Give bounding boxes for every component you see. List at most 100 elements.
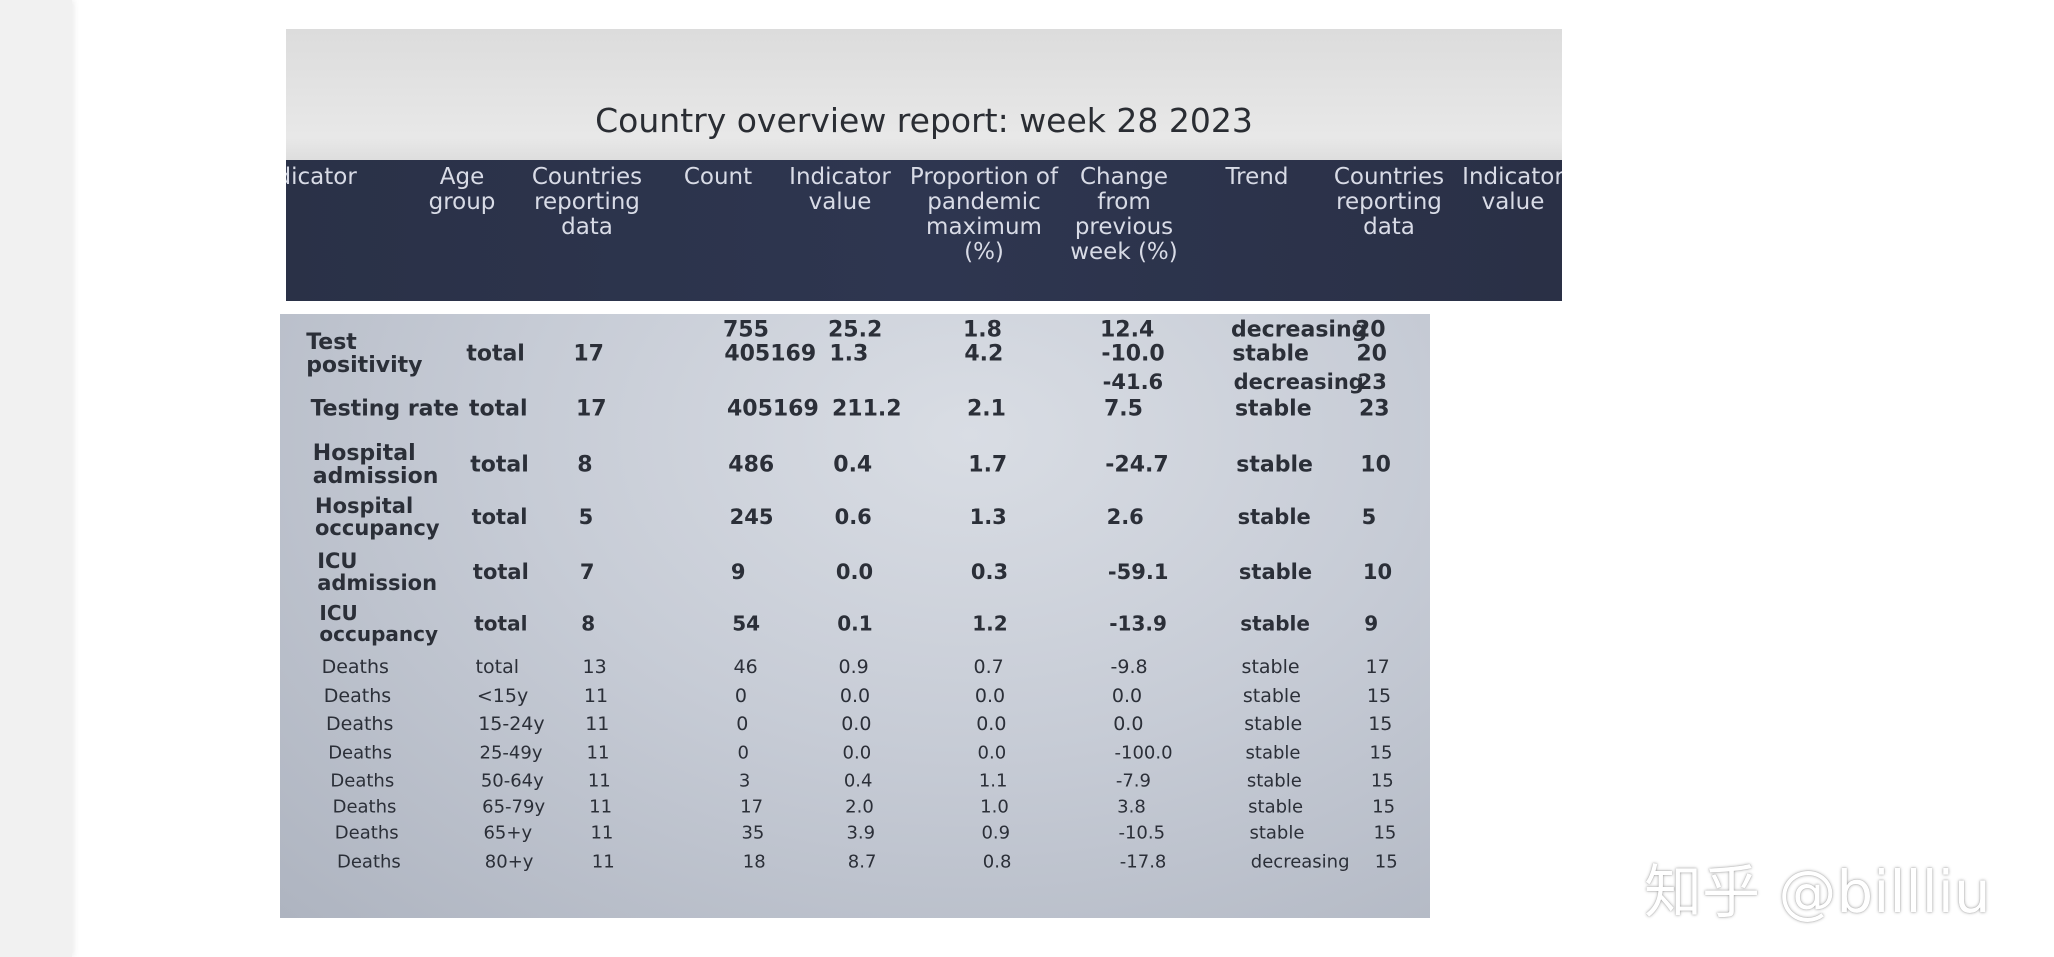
- table-cell: stable: [1244, 713, 1303, 736]
- table-cell: 15: [1369, 742, 1393, 764]
- table-cell: decreasing: [1231, 317, 1368, 343]
- table-cell: stable: [1249, 822, 1305, 844]
- table-cell: 17: [740, 796, 764, 818]
- row-label: Hospital occupancy: [315, 493, 440, 540]
- table-cell: 23: [1357, 369, 1387, 394]
- table-cell: stable: [1240, 611, 1310, 636]
- table-cell: 17: [1365, 656, 1390, 679]
- table-cell: 2.1: [966, 396, 1006, 422]
- table-cell: stable: [1238, 559, 1313, 584]
- row-label: ICU admission: [317, 548, 438, 595]
- table-cell: -59.1: [1107, 559, 1169, 584]
- table-cell: 0: [734, 685, 747, 708]
- table-cell: 0.0: [976, 713, 1007, 736]
- table-cell: 1.3: [969, 504, 1007, 529]
- table-cell: -10.0: [1101, 341, 1165, 367]
- table-cell: 15: [1370, 770, 1394, 792]
- table-cell: 0.0: [974, 685, 1006, 708]
- table-cell: 15: [1374, 851, 1398, 873]
- table-cell: 11: [583, 685, 609, 708]
- table-cell: total: [468, 396, 528, 422]
- table-cell: 245: [729, 504, 774, 529]
- row-label: Deaths: [328, 742, 392, 764]
- row-label: Deaths: [323, 685, 392, 708]
- table-cell: 11: [589, 796, 613, 818]
- table-cell: 15: [1366, 685, 1392, 708]
- table-cell: decreasing: [1233, 369, 1364, 394]
- row-label: Deaths: [326, 713, 394, 736]
- sidebar: [0, 0, 72, 957]
- table-cell: 65-79y: [482, 796, 546, 818]
- table-cell: stable: [1246, 770, 1302, 792]
- table-cell: 405169: [724, 341, 817, 367]
- table-cell: stable: [1241, 656, 1300, 679]
- table-cell: 3.8: [1117, 796, 1146, 818]
- table-cell: total: [474, 611, 528, 636]
- table-cell: <15y: [476, 685, 529, 708]
- column-header: Countries reporting data: [1333, 164, 1445, 240]
- table-cell: 18: [742, 851, 766, 873]
- table-cell: 0.6: [834, 504, 872, 529]
- table-cell: 405169: [726, 396, 819, 422]
- row-label: Deaths: [332, 796, 397, 818]
- column-header: Indicator: [286, 164, 357, 190]
- table-cell: 0.0: [841, 713, 872, 736]
- table-cell: 0.0: [977, 742, 1007, 764]
- table-cell: 0: [737, 742, 749, 764]
- table-cell: -9.8: [1110, 656, 1148, 679]
- report-title: Country overview report: week 28 2023: [595, 101, 1253, 140]
- table-cell: 15: [1372, 796, 1396, 818]
- table-cell: 11: [590, 822, 614, 844]
- table-cell: 755: [723, 317, 769, 343]
- table-cell: 1.0: [980, 796, 1009, 818]
- table-cell: 4.2: [964, 341, 1004, 367]
- table-cell: 15-24y: [478, 713, 545, 736]
- table-cell: 80+y: [484, 851, 534, 873]
- table-cell: 1.1: [978, 770, 1008, 792]
- table-cell: 8: [581, 611, 596, 636]
- table-cell: 9: [730, 559, 746, 584]
- table-cell: 11: [585, 713, 610, 736]
- table-cell: 20: [1356, 341, 1387, 367]
- table-cell: 5: [1361, 504, 1377, 529]
- column-header: Trend: [1225, 164, 1289, 190]
- table-cell: stable: [1245, 742, 1301, 764]
- header-photo: Country overview report: week 28 2023 In…: [286, 29, 1562, 301]
- table-cell: 0.0: [842, 742, 872, 764]
- table-cell: 17: [575, 396, 607, 422]
- table-cell: 11: [591, 851, 615, 873]
- table-cell: 65+y: [483, 822, 533, 844]
- table-cell: total: [472, 559, 529, 584]
- table-cell: -24.7: [1105, 452, 1169, 478]
- table-cell: 0: [736, 713, 749, 736]
- row-label: Testing rate: [310, 396, 459, 422]
- column-header: Indicator value: [1462, 164, 1562, 215]
- table-cell: 7: [579, 559, 595, 584]
- table-cell: 2.0: [845, 796, 874, 818]
- column-header: Count: [683, 164, 753, 190]
- column-header: Indicator value: [789, 164, 891, 215]
- table-cell: 5: [578, 504, 594, 529]
- table-cell: 10: [1360, 452, 1391, 478]
- table-cell: 20: [1355, 317, 1386, 343]
- table-cell: 0.4: [833, 452, 873, 478]
- table-cell: 11: [587, 770, 611, 792]
- table-cell: total: [471, 504, 528, 529]
- table-cell: 0.4: [843, 770, 873, 792]
- watermark: 知乎 @billliu: [1644, 858, 1991, 926]
- row-label: Deaths: [321, 656, 389, 679]
- table-cell: stable: [1234, 396, 1312, 422]
- table-cell: total: [475, 656, 519, 679]
- table-cell: 211.2: [831, 396, 902, 422]
- table-cell: 9: [1364, 611, 1379, 636]
- table-cell: 0.3: [970, 559, 1009, 584]
- column-header: Change from previous week (%): [1070, 164, 1178, 265]
- row-label: Deaths: [330, 770, 395, 792]
- row-label: ICU occupancy: [319, 601, 439, 646]
- table-cell: 23: [1358, 396, 1390, 422]
- table-cell: stable: [1242, 685, 1301, 708]
- table-cell: 1.2: [972, 611, 1008, 636]
- row-label: Test positivity: [306, 329, 423, 378]
- table-cell: 7.5: [1103, 396, 1143, 422]
